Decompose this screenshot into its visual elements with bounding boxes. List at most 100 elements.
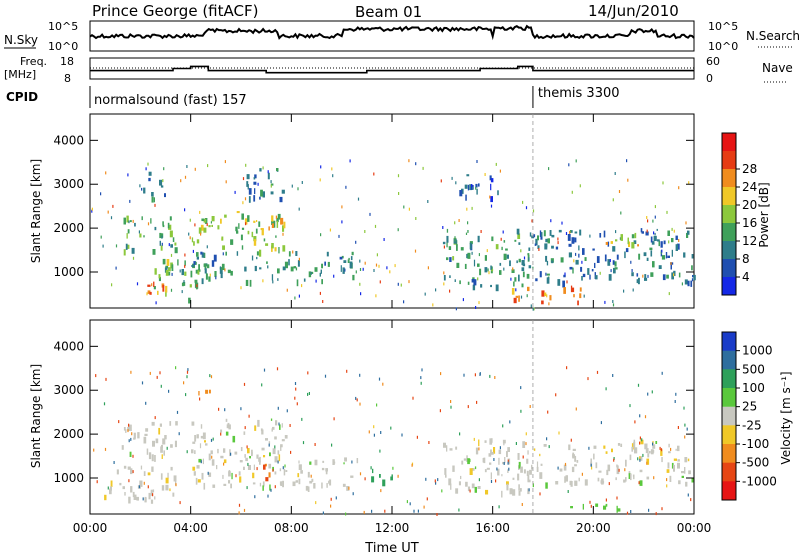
echo-cell bbox=[454, 236, 456, 242]
velocity-y-axis: 1000 2000 3000 4000 bbox=[53, 339, 694, 485]
nsearch-tick-high: 10^5 bbox=[708, 20, 738, 33]
echo-cell bbox=[537, 235, 539, 241]
echo-cell bbox=[254, 174, 257, 179]
echo-speckle bbox=[223, 462, 225, 466]
echo-cell bbox=[656, 228, 658, 231]
echo-cell bbox=[109, 486, 112, 491]
echo-cell bbox=[272, 426, 275, 430]
echo-speckle bbox=[310, 474, 312, 478]
echo-speckle bbox=[670, 447, 672, 451]
echo-cell bbox=[667, 230, 670, 236]
echo-cell bbox=[244, 454, 246, 458]
echo-cell bbox=[225, 251, 227, 256]
echo-cell bbox=[574, 231, 578, 234]
echo-cell bbox=[282, 266, 286, 271]
echo-cell bbox=[518, 258, 521, 263]
echo-cell bbox=[671, 238, 674, 243]
echo-cell bbox=[490, 196, 493, 203]
echo-speckle bbox=[397, 174, 400, 178]
echo-cell bbox=[197, 479, 201, 483]
echo-speckle bbox=[569, 230, 571, 234]
echo-cell bbox=[188, 297, 191, 304]
echo-cell bbox=[479, 268, 482, 276]
echo-cell bbox=[452, 256, 455, 261]
echo-speckle bbox=[523, 256, 526, 260]
echo-speckle bbox=[394, 264, 396, 268]
echo-speckle bbox=[329, 228, 331, 232]
echo-speckle bbox=[615, 230, 617, 234]
echo-cell bbox=[276, 168, 279, 172]
echo-speckle bbox=[130, 437, 132, 441]
echo-speckle bbox=[496, 467, 498, 471]
echo-cell bbox=[263, 238, 266, 242]
y-tick-label: 3000 bbox=[53, 177, 84, 191]
echo-speckle bbox=[520, 295, 523, 299]
echo-cell bbox=[123, 249, 126, 256]
echo-speckle bbox=[349, 159, 351, 163]
echo-speckle bbox=[652, 442, 654, 446]
echo-cell bbox=[533, 448, 536, 451]
echo-cell bbox=[147, 290, 151, 294]
echo-cell bbox=[497, 190, 499, 196]
echo-cell bbox=[544, 292, 547, 297]
echo-cell bbox=[616, 254, 619, 260]
echo-cell bbox=[605, 242, 608, 245]
echo-cell bbox=[606, 469, 609, 476]
echo-speckle bbox=[623, 289, 625, 293]
echo-speckle bbox=[674, 400, 676, 403]
echo-speckle bbox=[662, 181, 664, 185]
echo-speckle bbox=[256, 467, 258, 471]
echo-speckle bbox=[500, 237, 502, 241]
echo-speckle bbox=[651, 390, 653, 394]
echo-cell bbox=[170, 444, 173, 448]
echo-speckle bbox=[277, 406, 279, 410]
echo-cell bbox=[161, 485, 165, 491]
echo-speckle bbox=[111, 283, 113, 287]
echo-speckle bbox=[192, 249, 194, 253]
echo-cell bbox=[249, 279, 252, 287]
echo-cell bbox=[194, 435, 197, 442]
echo-cell bbox=[259, 460, 261, 465]
echo-cell bbox=[568, 252, 572, 258]
echo-cell bbox=[495, 244, 499, 250]
echo-cell bbox=[461, 460, 464, 465]
colorbar-tick-label: 1000 bbox=[742, 344, 773, 358]
echo-speckle bbox=[243, 508, 246, 512]
echo-cell bbox=[580, 266, 583, 272]
echo-speckle bbox=[521, 503, 523, 506]
echo-cell bbox=[222, 245, 225, 250]
echo-speckle bbox=[397, 282, 399, 286]
echo-cell bbox=[258, 457, 260, 462]
echo-speckle bbox=[344, 268, 346, 272]
echo-speckle bbox=[199, 210, 201, 214]
echo-speckle bbox=[200, 460, 202, 464]
echo-cell bbox=[298, 460, 300, 464]
echo-cell bbox=[631, 272, 634, 277]
echo-cell bbox=[201, 218, 205, 222]
echo-cell bbox=[261, 429, 264, 435]
echo-cell bbox=[569, 266, 573, 270]
echo-speckle bbox=[502, 230, 504, 234]
echo-cell bbox=[587, 268, 590, 275]
echo-cell bbox=[540, 463, 543, 466]
echo-cell bbox=[502, 461, 505, 465]
echo-cell bbox=[210, 450, 213, 455]
echo-cell bbox=[205, 443, 208, 446]
echo-speckle bbox=[362, 267, 364, 271]
echo-cell bbox=[506, 483, 509, 491]
echo-cell bbox=[277, 213, 281, 220]
echo-cell bbox=[660, 251, 663, 257]
echo-cell bbox=[579, 229, 582, 236]
echo-cell bbox=[489, 175, 492, 181]
echo-speckle bbox=[132, 256, 135, 260]
echo-cell bbox=[199, 443, 202, 449]
velocity-colorbar-label: Velocity [m s⁻¹] bbox=[779, 371, 793, 464]
echo-cell bbox=[228, 424, 231, 430]
echo-cell bbox=[589, 274, 591, 280]
echo-speckle bbox=[639, 458, 641, 462]
echo-cell bbox=[647, 453, 650, 458]
echo-cell bbox=[191, 421, 195, 426]
echo-speckle bbox=[684, 423, 686, 427]
echo-cell bbox=[204, 440, 206, 443]
echo-cell bbox=[295, 267, 298, 271]
